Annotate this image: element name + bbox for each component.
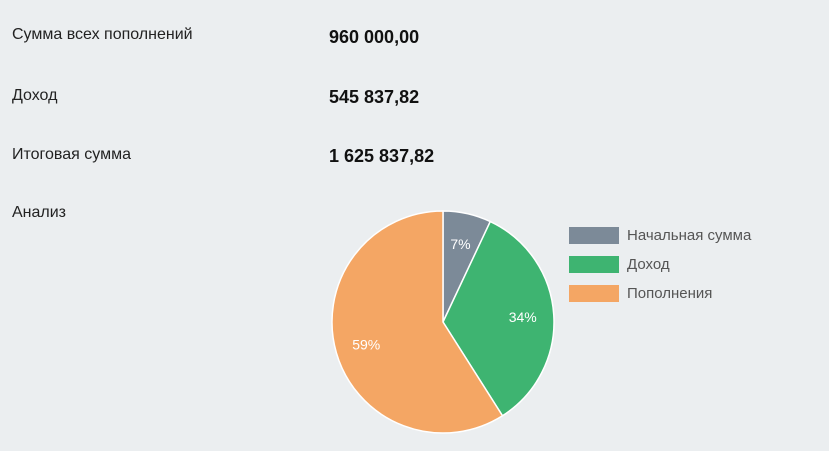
pie-slice-income[interactable] bbox=[442, 220, 555, 417]
legend-item-deposits[interactable]: Пополнения bbox=[569, 279, 751, 308]
row-label-total-deposits: Сумма всех пополнений bbox=[12, 26, 193, 43]
row-label-final-sum: Итоговая сумма bbox=[12, 146, 131, 163]
analysis-label: Анализ bbox=[12, 204, 67, 221]
row-label-income: Доход bbox=[12, 87, 58, 104]
legend-label-deposits: Пополнения bbox=[627, 285, 713, 302]
legend-label-initial: Начальная сумма bbox=[627, 227, 752, 244]
pie-slice-deposits[interactable] bbox=[331, 210, 504, 434]
legend-item-income[interactable]: Доход bbox=[569, 250, 751, 279]
row-value-final-sum: 1 625 837,82 bbox=[329, 146, 435, 166]
legend-swatch-income bbox=[569, 256, 619, 273]
row-value-total-deposits: 960 000,00 bbox=[329, 27, 420, 47]
pie-label-deposits: 59% bbox=[352, 336, 380, 352]
row-value-income: 545 837,82 bbox=[329, 87, 420, 107]
legend-swatch-initial bbox=[569, 227, 619, 244]
legend-label-income: Доход bbox=[627, 256, 670, 273]
legend-item-initial[interactable]: Начальная сумма bbox=[569, 221, 751, 250]
pie-label-income: 34% bbox=[509, 309, 537, 325]
pie-label-initial: 7% bbox=[450, 236, 470, 252]
chart-legend: Начальная сумма Доход Пополнения bbox=[569, 221, 751, 308]
legend-swatch-deposits bbox=[569, 285, 619, 302]
